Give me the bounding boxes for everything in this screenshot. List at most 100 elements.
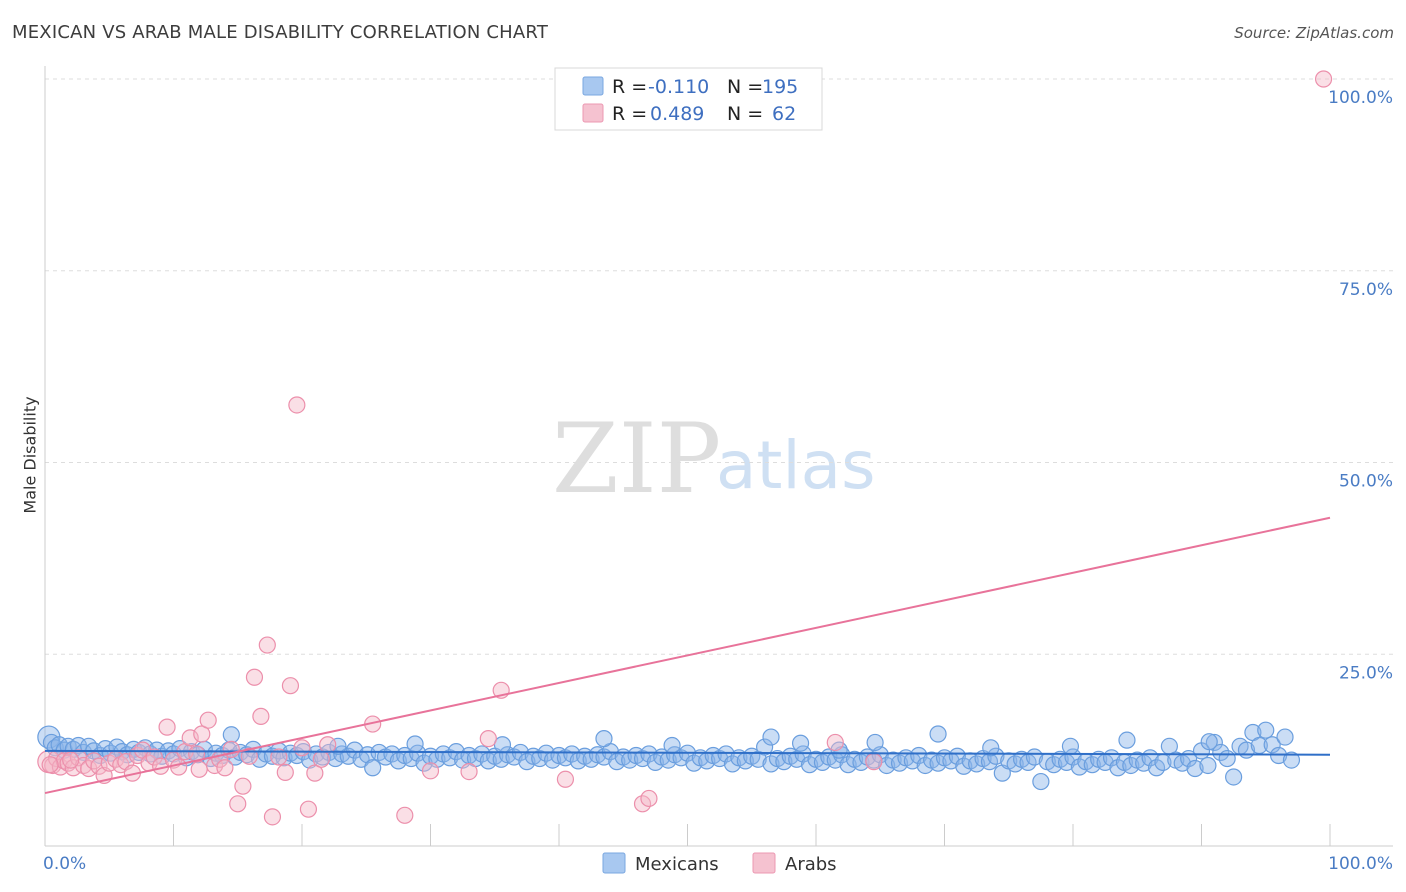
watermark-atlas: atlas [716,427,876,504]
legend-n-value-mexicans: 195 [762,76,798,98]
arabs-point [190,760,208,778]
mexicans-point [866,733,884,752]
arabs-point [199,711,217,729]
arabs-point [229,795,247,813]
y-tick-label-0: 100.0% [1328,88,1393,108]
mexicans-point [982,739,1000,757]
mexicans-point [1061,737,1080,755]
mexicans-point [1199,756,1217,775]
arabs-point [1314,70,1333,88]
arabs-point [41,756,59,774]
watermark: ZIP atlas [552,403,876,515]
arabs-point [258,636,276,654]
legend-n-label-mexicans: N = [727,76,763,98]
arabs-trend-line [44,516,1331,795]
y-tick-label-1: 75.0% [1339,280,1393,300]
arabs-point [865,753,883,771]
arabs-point [640,789,658,808]
mexicans-point [595,730,613,748]
arabs-point [234,777,252,795]
mexicans-point [663,736,681,755]
mexicans-point [723,755,742,773]
mexicans-trend-line [44,749,1331,756]
mexicans-point [910,746,928,765]
mexicans-point [1282,751,1301,769]
arabs-point [281,677,300,695]
trend-lines [44,516,1331,795]
arabs-point [62,751,80,769]
arabs-point [252,707,270,725]
mexicans-point [1276,728,1294,746]
mexicans-point [441,749,459,767]
mexicans-point [755,738,774,756]
arabs-point [312,750,330,768]
mexicans-point [346,741,364,759]
arabs-point [319,736,337,754]
x-tick-label-1: 100.0% [1328,854,1393,874]
gridlines [45,78,1393,655]
legend-n-value-arabs: 62 [772,103,796,125]
arabs-point [556,770,575,788]
mexicans-point [383,745,401,763]
mexicans-point [406,735,424,753]
arabs-point [270,748,288,766]
source-label: Source: ZipAtlas.com [1234,24,1394,42]
y-tick-label-2: 50.0% [1339,472,1393,492]
arabs-point [216,759,234,777]
mexicans-point [1225,768,1243,786]
arabs-point [170,758,188,776]
arabs-point [306,764,324,782]
mexicans-point [1263,736,1281,754]
mexicans-point [1186,759,1204,778]
mexicans-point [987,747,1005,765]
arabs-point [826,733,844,752]
mexicans-point [948,747,966,765]
mexicans-points [37,721,1301,791]
legend-n-label-arabs: N = [727,103,763,125]
mexicans-point [1257,721,1275,739]
x-tick-label-0: 0.0% [43,854,86,874]
bottom-legend-label-mexicans: Mexicans [635,854,719,875]
arabs-point [145,748,163,766]
y-tick-labels: 100.0% 75.0% 50.0% 25.0% [1328,88,1393,683]
mexicans-point [717,745,735,763]
mexicans-point [791,734,810,752]
mexicans-point [1032,772,1050,791]
arabs-point [288,396,306,414]
arabs-point [293,739,311,757]
arabs-point [90,757,108,775]
series-legend: Mexicans Arabs [602,852,837,875]
legend-r-label-arabs: R = [612,103,647,125]
mexicans-point [1118,731,1136,749]
arabs-point [299,800,318,818]
mexicans-point [1205,733,1223,752]
arabs-points [37,70,1333,826]
arabs-point [421,762,440,780]
arabs-point [276,763,294,781]
mexicans-point [1212,743,1230,762]
arabs-point [479,730,497,748]
arabs-point [396,806,414,824]
bottom-legend-swatch-arabs [752,852,776,874]
watermark-zip: ZIP [552,403,721,515]
arabs-point [193,725,211,743]
mexicans-point [222,726,240,744]
arabs-point [112,756,130,774]
axes [44,66,1393,847]
mexicans-point [762,728,780,746]
bottom-legend-label-arabs: Arabs [785,854,837,875]
bottom-legend-swatch-mexicans [602,852,626,874]
legend-r-label-mexicans: R = [612,76,647,98]
legend-r-value-mexicans: -0.110 [648,76,709,98]
arabs-point [263,808,282,826]
mexicans-point [1218,749,1236,768]
arabs-point [460,763,478,781]
legend-r-value-arabs: 0.489 [650,103,704,125]
y-tick-label-3: 25.0% [1339,663,1393,683]
chart-title: MEXICAN VS ARAB MALE DISABILITY CORRELAT… [12,22,549,43]
mexicans-point [473,745,491,763]
legend-swatch-arabs [582,103,604,123]
mexicans-point [1200,733,1218,751]
correlation-legend: R = -0.110 N = 195 R = 0.489 N = 62 [554,67,823,131]
